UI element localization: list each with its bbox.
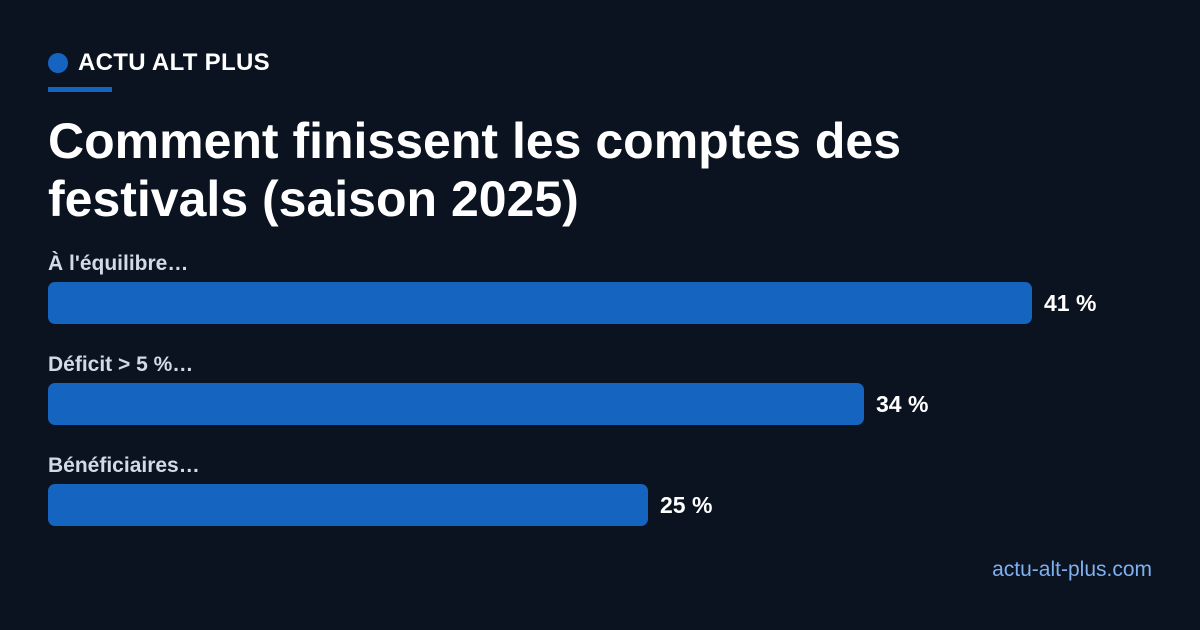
bar (48, 383, 864, 425)
value-label: 41 % (1044, 290, 1096, 316)
chart-title: Comment finissent les comptes des festiv… (48, 113, 902, 227)
category-label: À l'équilibre… (48, 252, 188, 275)
value-label: 34 % (876, 391, 928, 417)
bar (48, 484, 648, 526)
brand-dot-icon (48, 53, 68, 73)
brand-name: ACTU ALT PLUS (78, 49, 270, 76)
bar (48, 282, 1032, 324)
site-url[interactable]: actu-alt-plus.com (992, 558, 1152, 581)
brand-divider (48, 87, 112, 92)
value-label: 25 % (660, 492, 712, 518)
category-label: Bénéficiaires… (48, 454, 200, 477)
brand-header: ACTU ALT PLUS (48, 49, 270, 76)
category-label: Déficit > 5 %… (48, 353, 193, 376)
